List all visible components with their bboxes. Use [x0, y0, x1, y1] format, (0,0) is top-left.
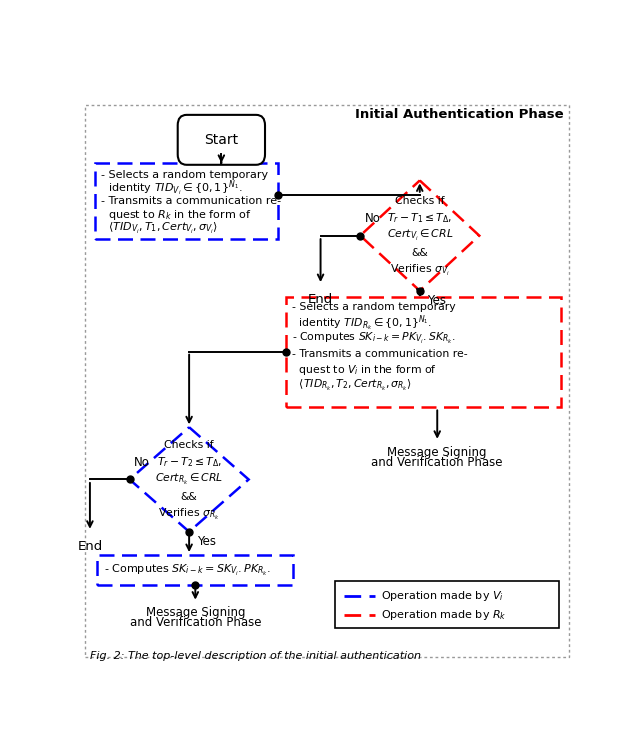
Text: quest to $R_k$ in the form of: quest to $R_k$ in the form of: [101, 207, 252, 222]
Text: End: End: [77, 540, 102, 553]
Text: Operation made by $R_k$: Operation made by $R_k$: [381, 608, 507, 621]
Text: and Verification Phase: and Verification Phase: [129, 616, 261, 629]
Text: identity $TID_{R_k} \in \{0,1\}^{N_1}$.: identity $TID_{R_k} \in \{0,1\}^{N_1}$.: [292, 313, 432, 333]
Text: &&: &&: [412, 248, 428, 258]
Text: - Selects a random temporary: - Selects a random temporary: [101, 170, 268, 179]
Text: quest to $V_i$ in the form of: quest to $V_i$ in the form of: [292, 363, 437, 377]
Text: and Verification Phase: and Verification Phase: [371, 455, 503, 469]
Polygon shape: [129, 428, 248, 532]
Text: - Transmits a communication re-: - Transmits a communication re-: [101, 196, 282, 207]
Polygon shape: [97, 555, 293, 585]
Text: $T_r - T_2 \leq T_{\Delta},$: $T_r - T_2 \leq T_{\Delta},$: [157, 455, 221, 469]
Text: $\langle TID_{V_i},T_1,Cert_{V_i},\sigma_{V_i}\rangle$: $\langle TID_{V_i},T_1,Cert_{V_i},\sigma…: [101, 221, 218, 235]
Text: Initial Authentication Phase: Initial Authentication Phase: [355, 109, 564, 121]
Text: Checks if: Checks if: [164, 440, 214, 449]
FancyBboxPatch shape: [178, 115, 265, 165]
Text: End: End: [308, 293, 333, 305]
Text: Message Signing: Message Signing: [145, 606, 245, 619]
Text: Verifies $\sigma_{R_k}$: Verifies $\sigma_{R_k}$: [158, 507, 220, 522]
Text: $Cert_{R_k} \in CRL$: $Cert_{R_k} \in CRL$: [155, 472, 223, 487]
Text: No: No: [365, 212, 381, 225]
Text: Message Signing: Message Signing: [387, 446, 487, 458]
Text: Checks if: Checks if: [395, 196, 445, 206]
Polygon shape: [286, 296, 561, 407]
Polygon shape: [335, 581, 559, 627]
Text: - Transmits a communication re-: - Transmits a communication re-: [292, 349, 468, 359]
Text: - Computes $SK_{i-k} = PK_{V_i}.SK_{R_k}$.: - Computes $SK_{i-k} = PK_{V_i}.SK_{R_k}…: [292, 331, 456, 346]
Text: $T_r - T_1 \leq T_{\Delta},$: $T_r - T_1 \leq T_{\Delta},$: [387, 211, 452, 225]
Text: Yes: Yes: [428, 293, 446, 307]
Text: identity $TID_{V_i} \in \{0,1\}^{N_1}$.: identity $TID_{V_i} \in \{0,1\}^{N_1}$.: [101, 178, 243, 198]
Polygon shape: [95, 163, 278, 238]
Text: - Selects a random temporary: - Selects a random temporary: [292, 302, 456, 312]
Polygon shape: [360, 180, 479, 291]
Text: No: No: [134, 456, 150, 469]
Text: Start: Start: [204, 133, 239, 147]
Text: $Cert_{V_i} \in CRL$: $Cert_{V_i} \in CRL$: [387, 228, 453, 243]
Text: Yes: Yes: [196, 535, 216, 547]
Text: Fig. 2: The top-level description of the initial authentication: Fig. 2: The top-level description of the…: [90, 651, 421, 661]
Text: &&: &&: [180, 492, 198, 502]
Text: Verifies $\sigma_{V_i}$: Verifies $\sigma_{V_i}$: [390, 263, 450, 278]
Text: Operation made by $V_i$: Operation made by $V_i$: [381, 589, 504, 603]
Text: $\langle TID_{R_k},T_2,Cert_{R_k},\sigma_{R_k}\rangle$: $\langle TID_{R_k},T_2,Cert_{R_k},\sigma…: [292, 378, 412, 393]
Text: - Computes $SK_{i-k} = SK_{V_i}.PK_{R_k}$.: - Computes $SK_{i-k} = SK_{V_i}.PK_{R_k}…: [104, 562, 271, 578]
